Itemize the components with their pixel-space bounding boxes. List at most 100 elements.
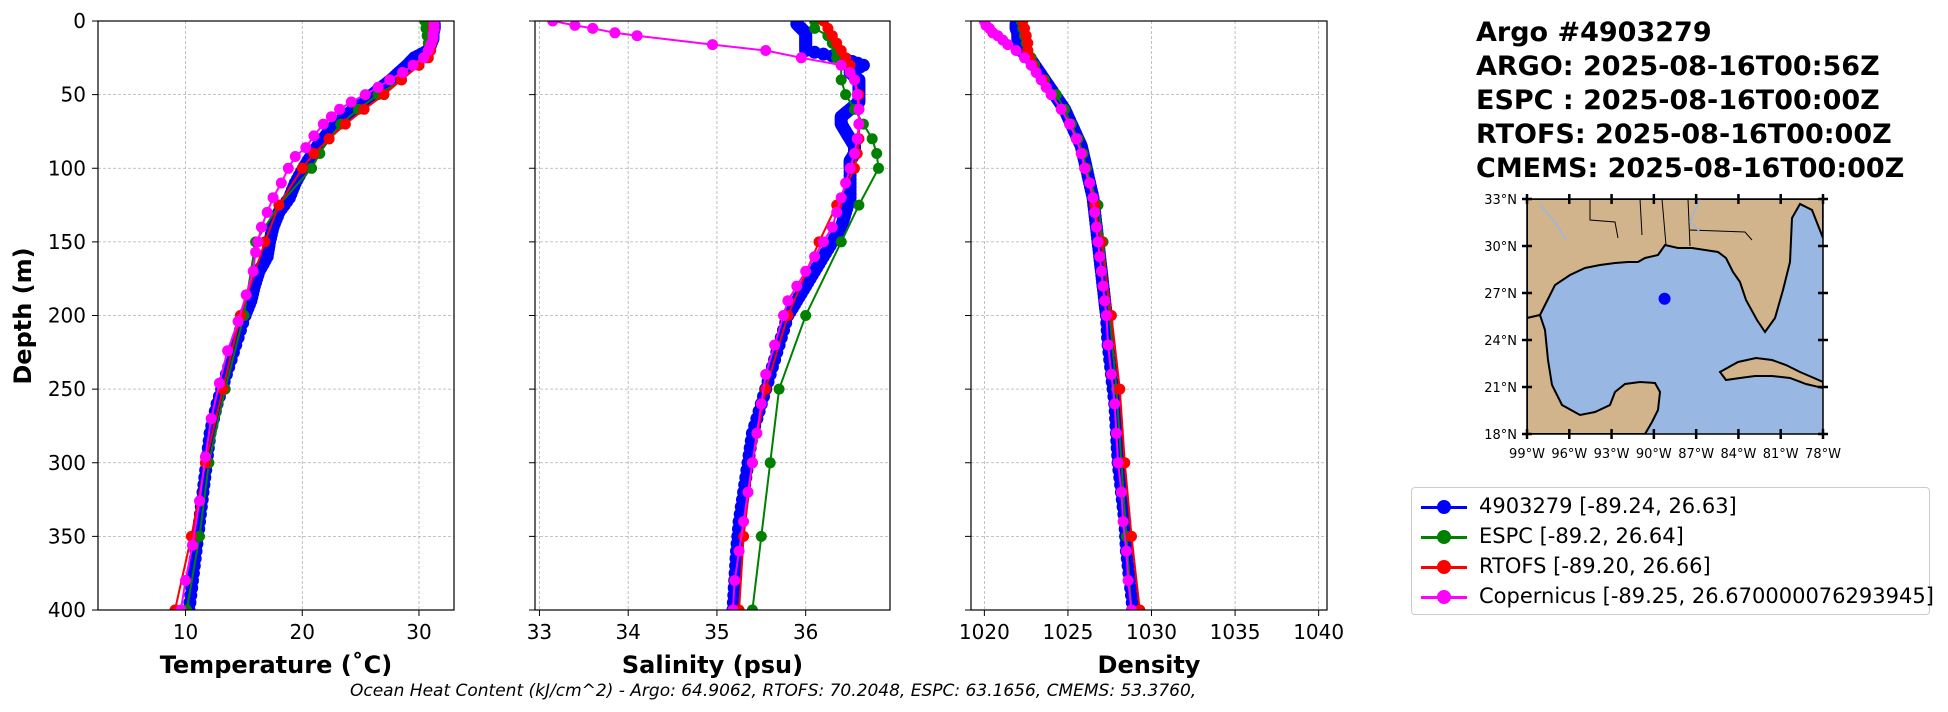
data-point-rtofs: [358, 103, 370, 115]
data-point-copernicus: [1079, 162, 1091, 174]
data-point-copernicus: [240, 289, 252, 301]
x-tick-label: 33: [527, 620, 552, 644]
data-point-copernicus: [1100, 310, 1112, 321]
data-point-copernicus: [795, 52, 807, 64]
data-point-copernicus: [1095, 265, 1107, 277]
data-point-copernicus: [817, 236, 829, 248]
map-lon-label: 90°W: [1636, 447, 1672, 462]
data-point-copernicus: [587, 22, 599, 34]
data-point-copernicus: [738, 516, 750, 528]
data-point-copernicus: [760, 368, 772, 380]
data-point-rtofs: [323, 133, 335, 145]
data-point-copernicus: [232, 315, 244, 327]
data-point-copernicus: [707, 39, 718, 51]
x-tick-label: 1040: [1293, 620, 1344, 644]
data-point-espc: [809, 22, 821, 34]
map-land-north: [1527, 199, 1823, 334]
data-point-espc: [840, 89, 852, 101]
map-lon-label: 84°W: [1720, 447, 1756, 462]
x-tick-label: 30: [406, 620, 431, 644]
legend-item-espc: ESPC [-89.2, 26.64]: [1412, 522, 1929, 552]
data-point-rtofs: [1114, 383, 1126, 395]
data-point-rtofs: [760, 383, 772, 395]
data-point-copernicus: [769, 339, 781, 351]
salinity-panel: 33 34 35 36 Salinity (psu): [527, 20, 891, 679]
data-point-copernicus: [751, 427, 763, 439]
map-lon-label: 81°W: [1763, 447, 1799, 462]
data-point-copernicus: [547, 21, 559, 27]
map-lon-label: 87°W: [1678, 447, 1714, 462]
map-lon-label: 99°W: [1509, 447, 1545, 462]
legend-marker-rtofs: [1437, 560, 1451, 574]
data-point-espc: [755, 530, 767, 542]
data-point-copernicus: [851, 133, 863, 145]
data-point-copernicus: [1019, 52, 1030, 64]
x-tick-label: 35: [704, 620, 729, 644]
data-point-copernicus: [609, 27, 621, 39]
legend-item-copernicus: Copernicus [-89.25, 26.670000076293945]: [1412, 582, 1934, 612]
map-lon-label: 93°W: [1594, 447, 1630, 462]
data-point-copernicus: [1084, 177, 1096, 189]
data-point-espc: [873, 162, 884, 174]
location-map: 99°W 96°W 93°W 90°W 87°W 84°W 81°W 78°W 33°N 30°N…: [1484, 193, 1841, 462]
data-point-copernicus: [325, 111, 337, 123]
data-point-copernicus: [222, 345, 234, 357]
data-point-copernicus: [261, 206, 273, 218]
legend-marker-argo: [1437, 500, 1451, 514]
data-point-copernicus: [844, 162, 856, 174]
data-point-copernicus: [1112, 457, 1124, 469]
y-axis-label: Depth (m): [9, 247, 37, 384]
legend-marker-espc: [1437, 530, 1451, 544]
data-point-copernicus: [289, 151, 301, 162]
data-point-copernicus: [255, 221, 267, 233]
data-point-copernicus: [746, 457, 758, 469]
y-tick-label: 50: [61, 83, 86, 107]
x-tick-label: 1035: [1210, 620, 1261, 644]
data-point-copernicus: [853, 118, 865, 130]
data-point-espc: [871, 148, 883, 159]
data-point-copernicus: [300, 142, 312, 154]
data-point-espc: [800, 310, 812, 321]
x-tick-label: 10: [173, 620, 198, 644]
data-point-espc: [194, 530, 205, 542]
argo-time: ARGO: 2025-08-16T00:56Z: [1476, 51, 1880, 82]
data-point-copernicus: [1002, 39, 1014, 51]
data-point-copernicus: [851, 89, 863, 101]
data-point-espc: [866, 133, 878, 145]
data-point-copernicus: [849, 148, 860, 159]
data-point-copernicus: [199, 451, 211, 463]
data-point-copernicus: [175, 604, 187, 610]
data-point-rtofs: [378, 89, 390, 101]
data-point-copernicus: [755, 398, 767, 410]
legend: 4903279 [-89.24, 26.63] ESPC [-89.2, 26.…: [1411, 487, 1934, 615]
data-point-copernicus: [1122, 575, 1134, 586]
x-tick-label: 36: [793, 620, 818, 644]
y-tick-label: 300: [48, 451, 86, 475]
grid-lines: [971, 20, 1327, 611]
y-tick-label: 400: [48, 598, 86, 622]
x-tick-label: 20: [290, 620, 315, 644]
data-point-copernicus: [1090, 221, 1102, 233]
data-point-copernicus: [782, 295, 794, 307]
map-land-cuba: [1718, 356, 1823, 390]
map-graticule-labels: 99°W 96°W 93°W 90°W 87°W 84°W 81°W 78°W 33°N 30°N…: [1484, 193, 1841, 462]
data-point-copernicus: [849, 74, 860, 86]
data-point-copernicus: [1055, 103, 1067, 115]
data-point-copernicus: [1115, 486, 1127, 498]
argo-location-marker: [1658, 292, 1671, 305]
x-tick-label: 1025: [1042, 620, 1093, 644]
data-point-copernicus: [760, 45, 772, 56]
x-axis-label: Density: [1098, 651, 1201, 679]
data-point-espc: [853, 199, 865, 211]
data-point-copernicus: [729, 575, 741, 586]
cmems-time: CMEMS: 2025-08-16T00:00Z: [1476, 153, 1905, 184]
data-point-rtofs: [1134, 604, 1146, 610]
data-point-copernicus: [317, 118, 329, 130]
x-tick-label: 34: [615, 620, 640, 644]
data-point-copernicus: [1097, 280, 1109, 292]
data-point-copernicus: [397, 67, 409, 78]
data-point-rtofs: [273, 199, 285, 211]
y-tick-label: 150: [48, 230, 86, 254]
series-line-espc: [185, 21, 430, 610]
